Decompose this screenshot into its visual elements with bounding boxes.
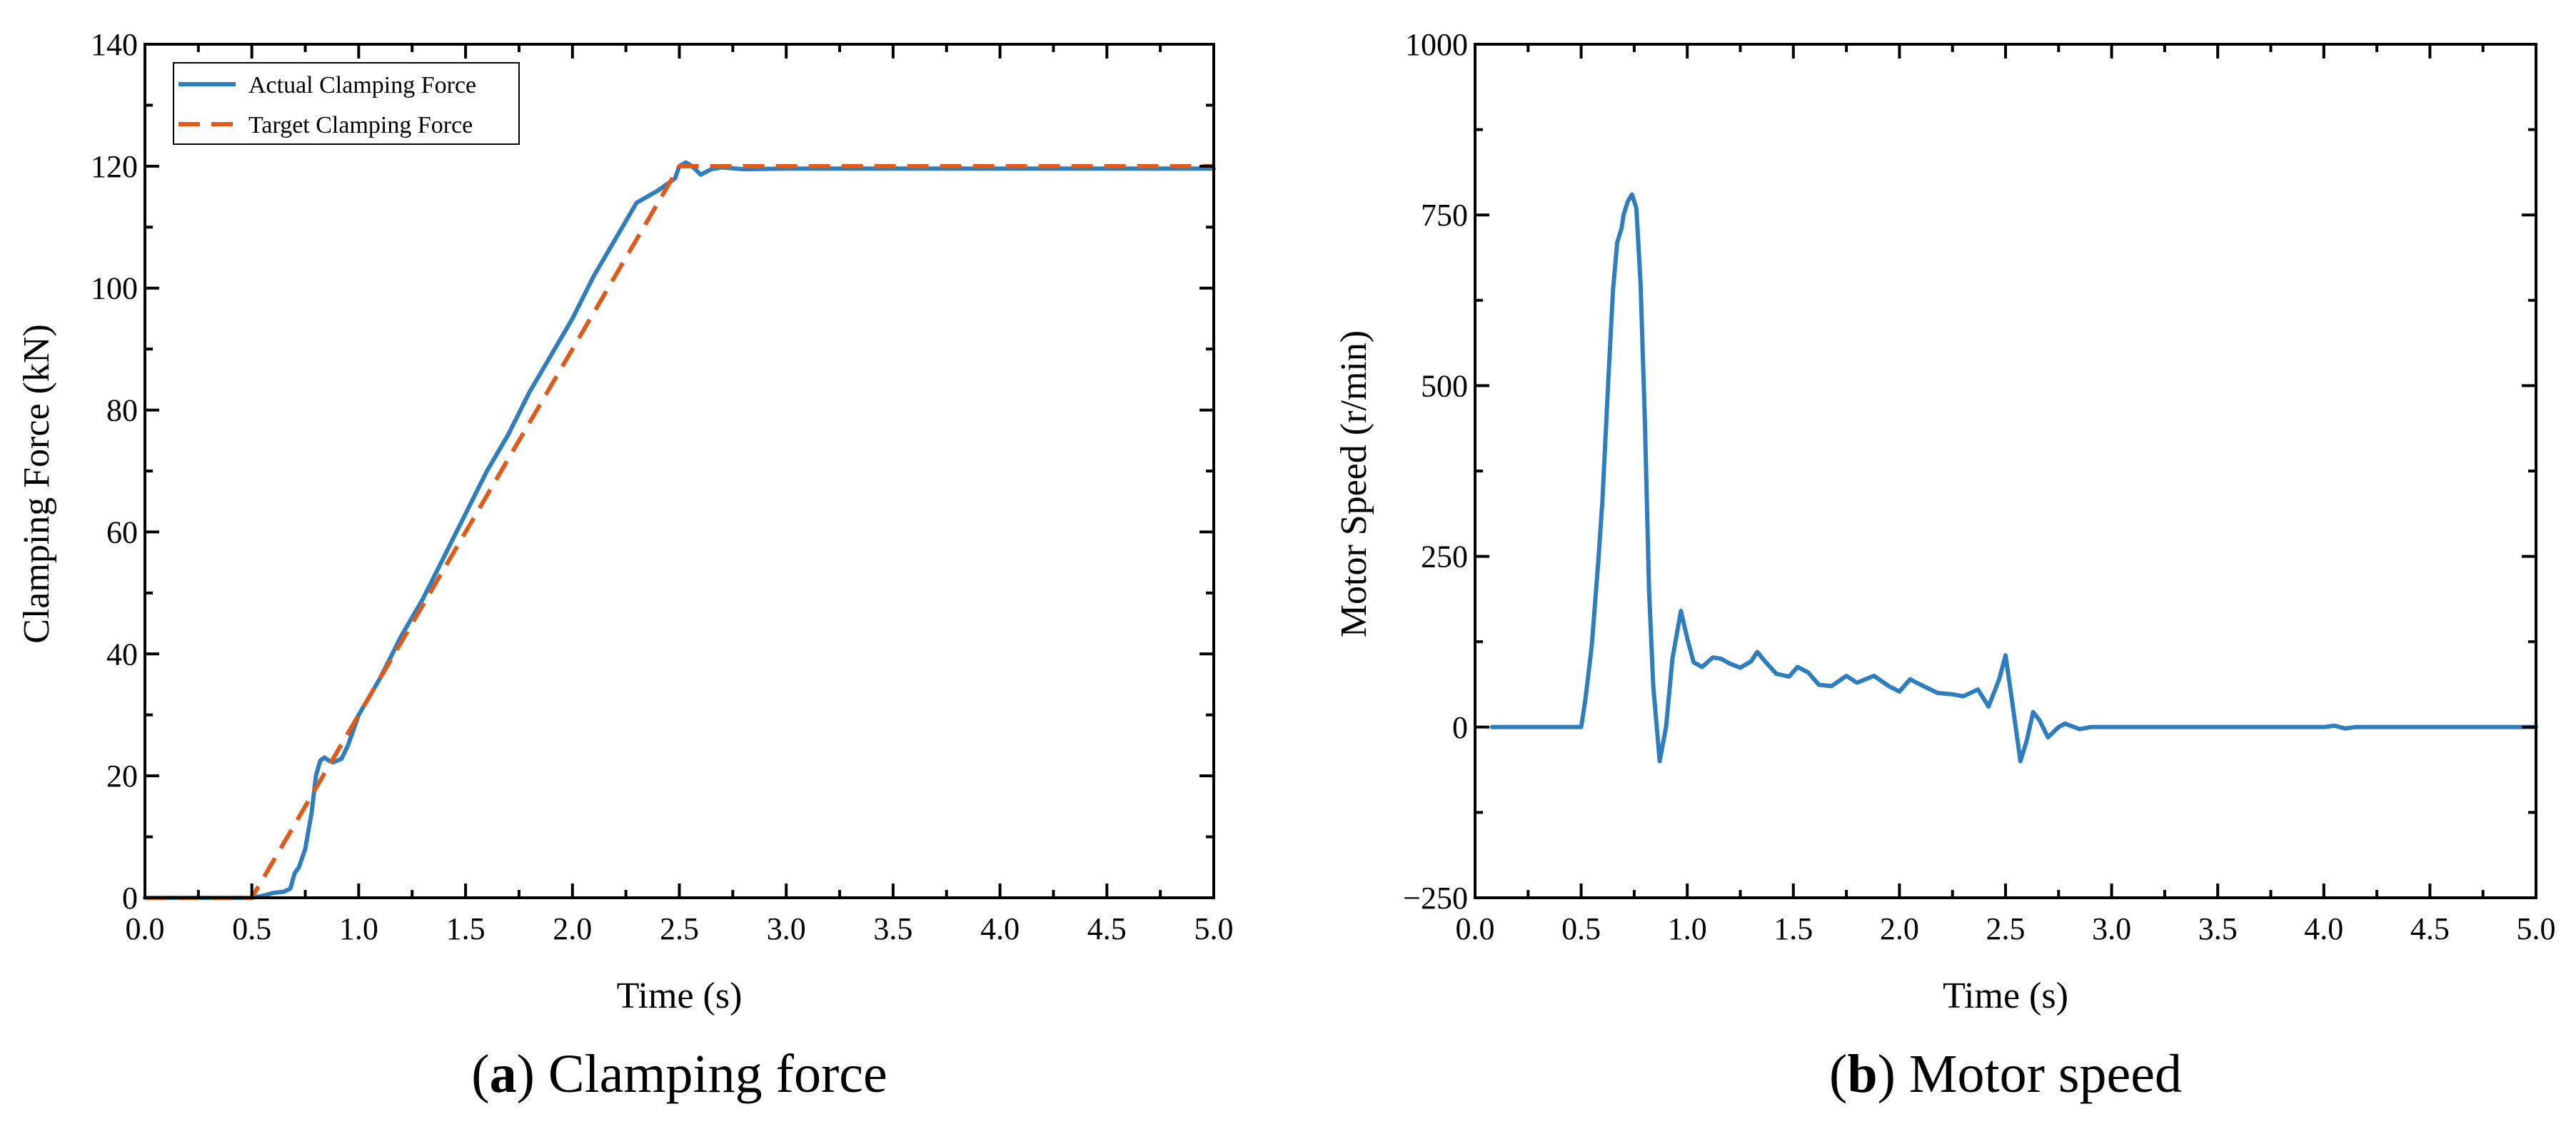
y-tick-label: 120: [91, 149, 138, 184]
panel-a-clamping-force: 0.0 0.5 1.0 1.5 2.0 2.5 3.0 3.5 4.0 4.5 5.0 0 20 40 60…: [16, 27, 1234, 1104]
x-tick-label: 3.5: [2198, 911, 2238, 946]
caption-letter: a: [490, 1044, 517, 1104]
y-tick-label: 0: [122, 881, 138, 916]
panel-caption: (b) Motor speed: [1829, 1044, 2182, 1104]
x-tick-label: 4.0: [980, 911, 1020, 946]
y-tick-label: 80: [106, 393, 138, 428]
series-line-0: [1489, 192, 2538, 764]
panel-caption: (a) Clamping force: [471, 1044, 887, 1104]
legend-label: Actual Clamping Force: [248, 72, 476, 98]
y-axis-label: Clamping Force (kN): [16, 324, 57, 644]
y-tick-label: −250: [1403, 881, 1468, 916]
y-axis-label: Motor Speed (r/min): [1334, 330, 1374, 637]
y-tick-label: 20: [106, 759, 138, 794]
y-tick-label: 140: [91, 27, 138, 62]
y-tick-label: 500: [1421, 368, 1468, 403]
legend-label: Target Clamping Force: [248, 112, 473, 138]
x-tick-label: 1.0: [339, 911, 378, 946]
x-tick-label: 3.0: [767, 911, 806, 946]
panel-b-motor-speed: 0.0 0.5 1.0 1.5 2.0 2.5 3.0 3.5 4.0 4.5 5.0 −250 0 25…: [1334, 27, 2556, 1104]
y-tick-label: 60: [106, 515, 138, 550]
caption-paren-close: ): [1878, 1044, 1896, 1104]
x-tick-label: 5.0: [1194, 911, 1234, 946]
x-tick-label: 2.5: [1986, 911, 2026, 946]
x-tick-label: 1.5: [1773, 911, 1813, 946]
x-axis-label: Time (s): [1943, 976, 2068, 1016]
x-tick-label: 0.0: [1456, 911, 1495, 946]
y-tick-label: 250: [1421, 540, 1468, 574]
y-tick-label: 100: [91, 271, 138, 306]
series-line-target-clamping-force: [145, 163, 1214, 900]
x-tick-label: 4.5: [2410, 911, 2450, 946]
x-tick-label: 2.5: [660, 911, 699, 946]
caption-paren-open: (: [471, 1044, 489, 1104]
plot-frame: [1474, 43, 2537, 899]
y-tick-label: 0: [1452, 710, 1468, 745]
x-tick-label: 4.0: [2304, 911, 2343, 946]
x-tick-label: 0.5: [232, 911, 271, 946]
x-tick-label: 2.0: [1880, 911, 1919, 946]
caption-text: Motor speed: [1896, 1044, 2182, 1104]
y-tick-label: 1000: [1405, 27, 1468, 62]
x-tick-label: 3.0: [2092, 911, 2131, 946]
y-tick-label: 750: [1421, 198, 1468, 233]
x-tick-label: 3.5: [873, 911, 912, 946]
x-tick-label: 5.0: [2517, 911, 2556, 946]
x-tick-label: 0.5: [1561, 911, 1601, 946]
x-tick-label: 2.0: [553, 911, 592, 946]
legend-box: [173, 62, 520, 145]
y-tick-label: 40: [106, 637, 138, 672]
x-axis-label: Time (s): [617, 976, 743, 1016]
x-tick-label: 4.5: [1087, 911, 1127, 946]
x-tick-label: 1.5: [446, 911, 485, 946]
series-line-actual-clamping-force: [143, 160, 1216, 900]
caption-text: Clamping force: [535, 1044, 887, 1104]
caption-paren-close: ): [517, 1044, 535, 1104]
caption-letter: b: [1847, 1044, 1877, 1104]
caption-paren-open: (: [1829, 1044, 1847, 1104]
legend: Actual Clamping Force Target Clamping For…: [173, 62, 520, 145]
x-tick-label: 1.0: [1668, 911, 1707, 946]
x-tick-label: 0.0: [126, 911, 165, 946]
